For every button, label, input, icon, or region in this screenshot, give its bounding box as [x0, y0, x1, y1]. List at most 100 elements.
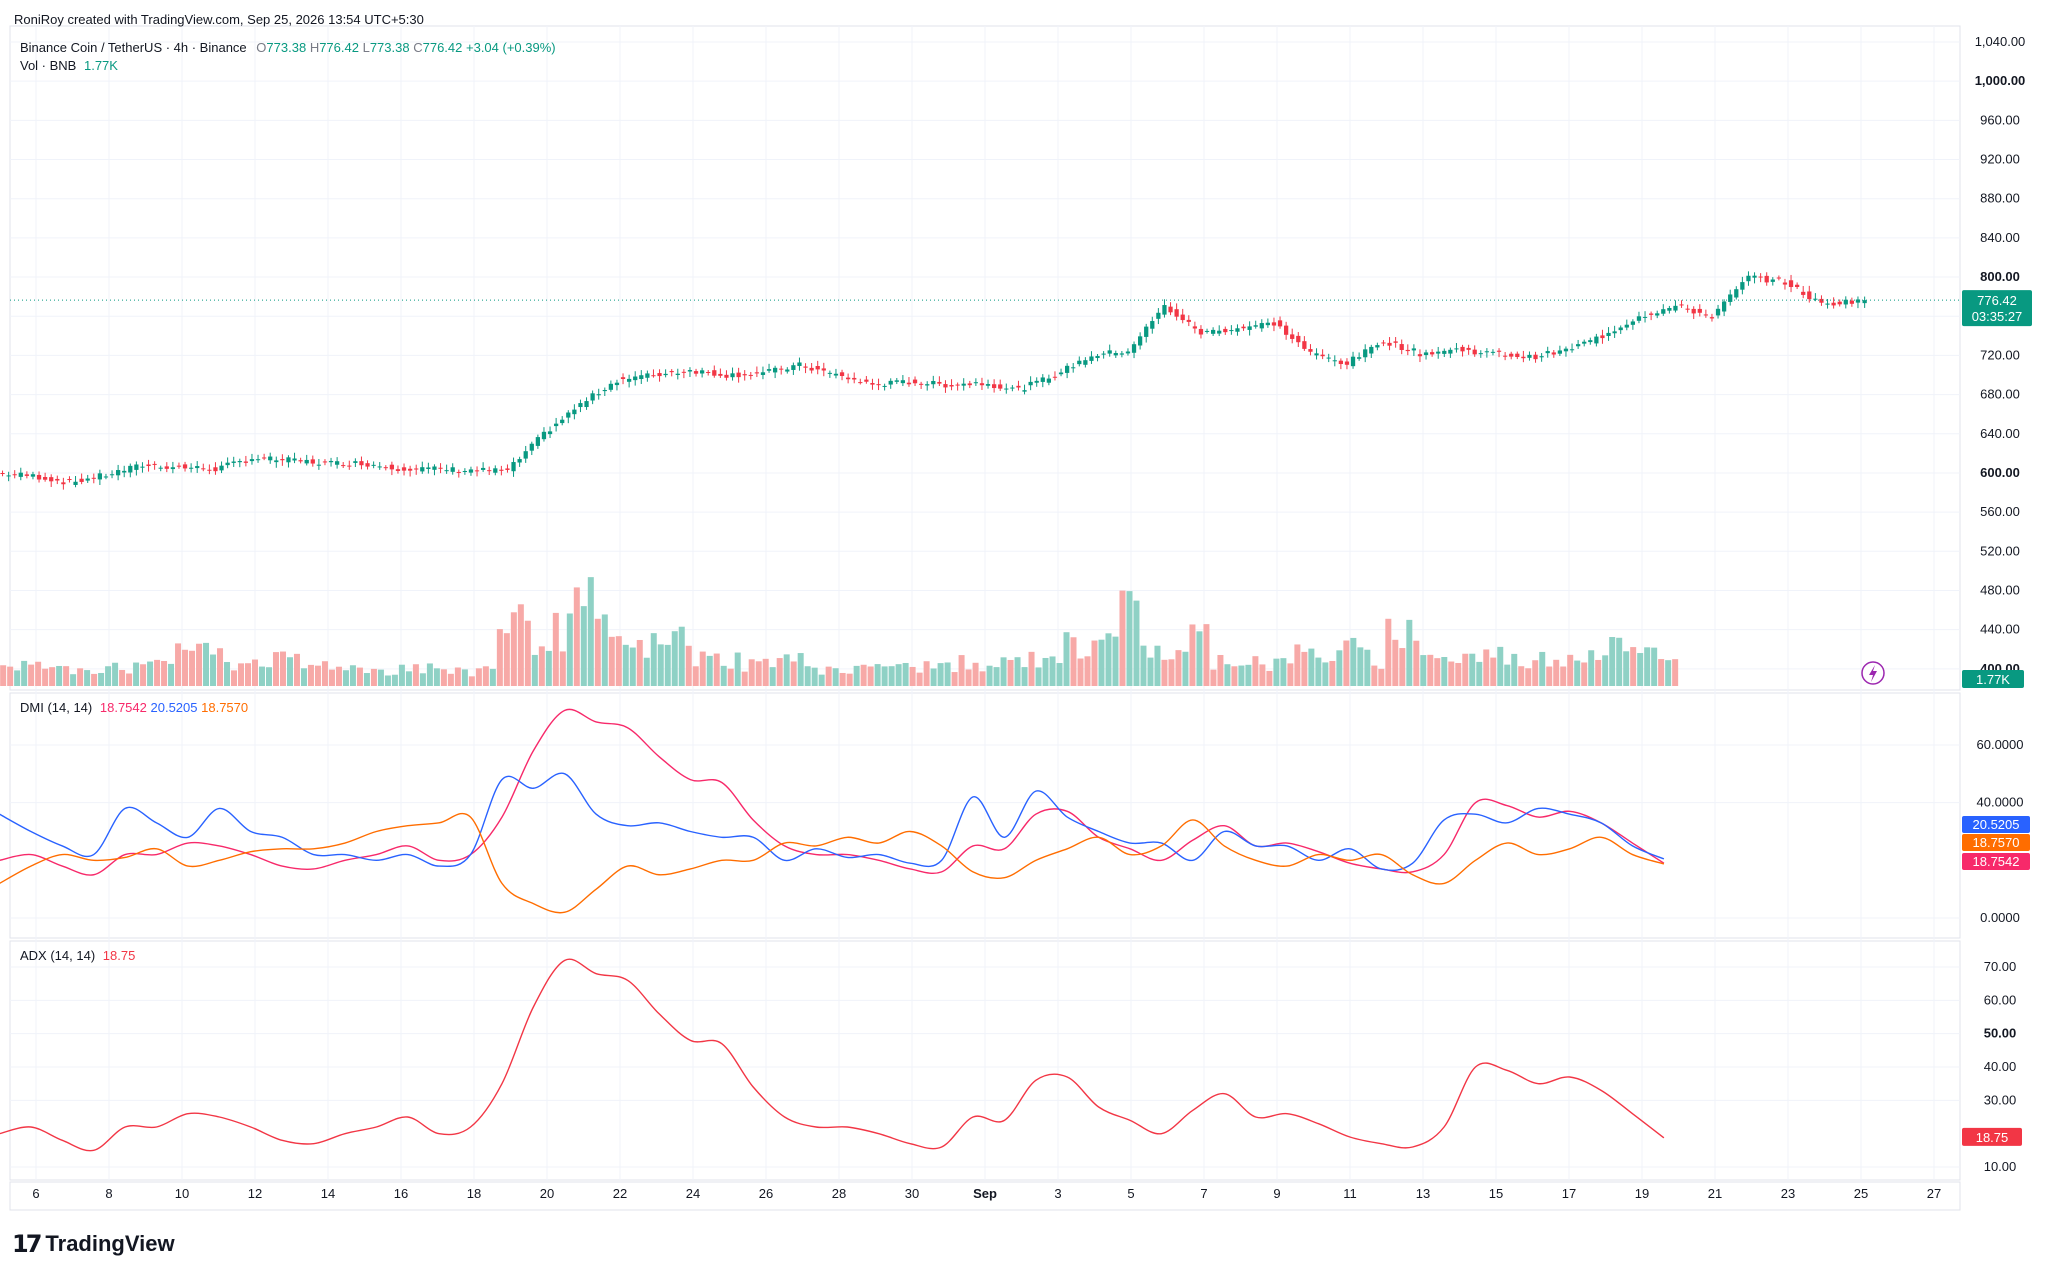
- candle-body: [395, 469, 401, 471]
- price-scale[interactable]: 1,040.00 1,000.00 960.00 920.00 880.00 840.00…: [1861, 34, 2032, 1174]
- candle-body: [170, 467, 176, 470]
- volume-bar: [1665, 660, 1672, 686]
- volume-bar: [154, 659, 161, 686]
- candle-body: [523, 451, 528, 459]
- candle-body: [1064, 365, 1070, 373]
- candle-body: [918, 383, 924, 385]
- volume-bar: [664, 644, 671, 686]
- volume-legend[interactable]: Vol · BNB 1.77K: [20, 58, 118, 73]
- candle-body: [1144, 326, 1149, 337]
- volume-bar: [1574, 660, 1581, 686]
- dmi-lines: [0, 708, 1665, 914]
- volume-bar: [790, 661, 797, 686]
- candle-body: [1588, 340, 1593, 343]
- volume-bar: [265, 667, 272, 686]
- volume-bar: [105, 666, 112, 686]
- volume-bar: [587, 577, 594, 686]
- volume-bar: [510, 612, 517, 686]
- volume-bars: [0, 577, 1679, 686]
- volume-bar: [1294, 644, 1301, 686]
- candle-body: [1162, 305, 1167, 315]
- price-tick-label: 1,040.00: [1975, 34, 2026, 49]
- candle-body: [1691, 308, 1696, 314]
- candle-body: [1308, 349, 1313, 352]
- countdown-label: 03:35:27: [1972, 309, 2023, 324]
- volume-bar: [1196, 631, 1203, 686]
- tradingview-logo[interactable]: 17 TradingView: [12, 1230, 175, 1258]
- volume-bar: [1483, 649, 1490, 686]
- candle-body: [152, 463, 157, 465]
- volume-bar: [1147, 657, 1154, 686]
- candle-body: [182, 464, 188, 469]
- candle-body: [699, 370, 705, 374]
- price-tick-label: 680.00: [1980, 387, 2020, 402]
- price-tick-label: 880.00: [1980, 191, 2020, 206]
- candle-body: [991, 384, 997, 389]
- candle-body: [1363, 349, 1368, 358]
- volume-bar: [1539, 651, 1546, 686]
- candle-body: [1387, 342, 1392, 346]
- volume-bar: [1630, 647, 1637, 686]
- volume-bar: [1420, 655, 1427, 686]
- candle-body: [1198, 328, 1204, 335]
- volume-bar: [182, 649, 189, 686]
- time-tick-label: 24: [686, 1186, 700, 1201]
- time-tick-label: 10: [175, 1186, 189, 1201]
- volume-bar: [447, 673, 454, 686]
- dmi-label[interactable]: DMI (14, 14): [20, 700, 93, 715]
- volume-bar: [300, 668, 307, 686]
- volume-bar: [245, 663, 252, 686]
- candle-body: [316, 464, 322, 466]
- candle-body: [1594, 336, 1599, 344]
- candle-body: [1046, 378, 1052, 383]
- adx-legend[interactable]: ADX (14, 14) 18.75: [20, 948, 135, 963]
- symbol-title[interactable]: Binance Coin / TetherUS · 4h · Binance: [20, 40, 247, 55]
- candle-body: [1174, 309, 1179, 317]
- volume-bar: [692, 666, 699, 686]
- candle-body: [1137, 336, 1143, 346]
- dmi-adx-value: 18.7542: [99, 700, 147, 715]
- volume-bar: [1217, 654, 1224, 686]
- volume-bar: [1231, 666, 1238, 686]
- time-axis[interactable]: 6 8 10 12 14 16 18 20 22 24 26 28 30 Sep 3 5 7 9 11 13 15 17 1…: [32, 1186, 1941, 1201]
- candle-body: [456, 471, 461, 473]
- candle-body: [931, 381, 936, 385]
- volume-bar: [1532, 660, 1539, 686]
- time-tick-label: 23: [1781, 1186, 1795, 1201]
- volume-bar: [489, 668, 496, 686]
- candle-body: [1259, 323, 1264, 329]
- candle-body: [1728, 294, 1733, 302]
- volume-bar: [1175, 650, 1182, 686]
- candle-body: [1405, 349, 1410, 352]
- candle-body: [1813, 298, 1818, 300]
- volume-bar: [552, 612, 559, 686]
- low-key: L: [362, 40, 370, 55]
- volume-bar: [608, 636, 615, 686]
- main-legend[interactable]: Binance Coin / TetherUS · 4h · Binance O…: [20, 40, 556, 55]
- dmi-legend[interactable]: DMI (14, 14) 18.7542 20.5205 18.7570: [20, 700, 248, 715]
- candle-body: [961, 383, 966, 386]
- candle-body: [1521, 356, 1526, 359]
- volume-label[interactable]: Vol · BNB: [20, 58, 77, 73]
- candle-body: [1642, 316, 1648, 318]
- candle-body: [1545, 351, 1550, 354]
- candle-body: [1022, 390, 1027, 392]
- volume-bar: [252, 659, 258, 686]
- volume-bar: [335, 666, 342, 686]
- candle-body: [146, 464, 151, 467]
- volume-bar: [1476, 661, 1483, 686]
- adx-label[interactable]: ADX (14, 14): [20, 948, 96, 963]
- candle-body: [1466, 347, 1471, 350]
- candle-body: [949, 385, 954, 387]
- high-value: 776.42: [319, 40, 359, 55]
- volume-bar: [1413, 640, 1420, 686]
- candle-body: [1302, 341, 1307, 349]
- candle-body: [1600, 335, 1605, 339]
- time-tick-label: 12: [248, 1186, 262, 1201]
- volume-bar: [1343, 640, 1350, 686]
- candle-body: [1004, 388, 1009, 390]
- volume-bar: [1455, 662, 1462, 686]
- candle-body: [645, 373, 650, 378]
- candle-body: [1667, 308, 1672, 311]
